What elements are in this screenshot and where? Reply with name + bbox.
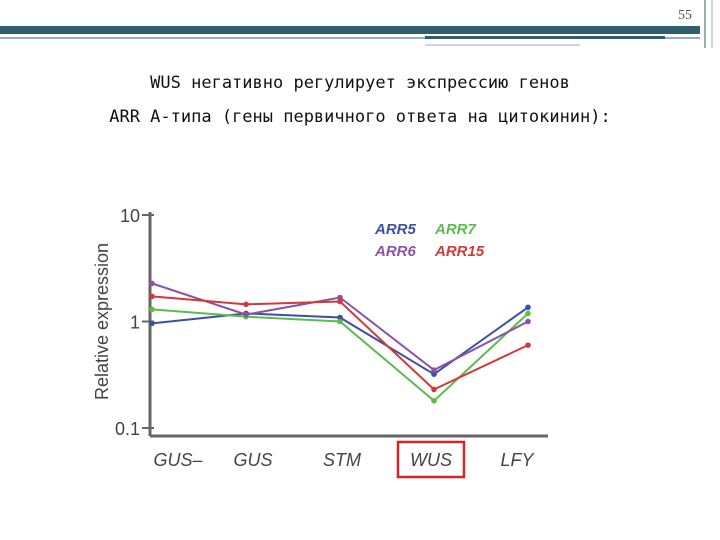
data-point <box>525 342 531 348</box>
legend-label: ARR7 <box>434 221 476 238</box>
y-tick-label: 0.1 <box>115 419 140 439</box>
title: WUS негативно регулирует экспрессию гено… <box>0 66 720 134</box>
data-point <box>243 311 249 318</box>
title-line: WUS негативно регулирует экспрессию гено… <box>150 73 570 93</box>
data-point <box>431 371 437 378</box>
data-point <box>337 298 343 305</box>
header-decoration <box>0 0 713 48</box>
highlight-box <box>396 440 466 479</box>
slide-number: 55 <box>678 8 692 23</box>
data-point <box>525 318 531 325</box>
data-point <box>149 320 155 327</box>
data-point <box>149 293 155 300</box>
data-point <box>431 398 437 404</box>
y-tick-label: 1 <box>130 313 140 333</box>
x-tick-label: GUS– <box>153 450 203 470</box>
data-point <box>149 306 155 313</box>
data-point <box>337 314 343 321</box>
legend-label: ARR5 <box>374 221 416 238</box>
data-point <box>337 294 343 301</box>
data-point <box>243 301 249 308</box>
data-point <box>431 386 437 393</box>
title-line: ARR А-типа (гены первичного ответа на ци… <box>109 107 611 127</box>
legend-label: ARR15 <box>434 243 485 260</box>
y-axis-label: Relative expression <box>92 243 112 400</box>
data-point <box>149 280 155 287</box>
y-tick-label: 10 <box>120 206 140 226</box>
x-tick-label: STM <box>323 450 361 470</box>
legend-label: ARR6 <box>374 243 416 260</box>
data-point <box>525 310 531 317</box>
data-point <box>337 318 343 325</box>
x-tick-label: GUS <box>233 450 272 470</box>
series-line <box>151 295 529 391</box>
data-point <box>525 304 531 311</box>
data-point <box>431 367 437 373</box>
x-tick-label: WUS <box>410 450 452 470</box>
x-tick-label: LFY <box>500 450 535 470</box>
